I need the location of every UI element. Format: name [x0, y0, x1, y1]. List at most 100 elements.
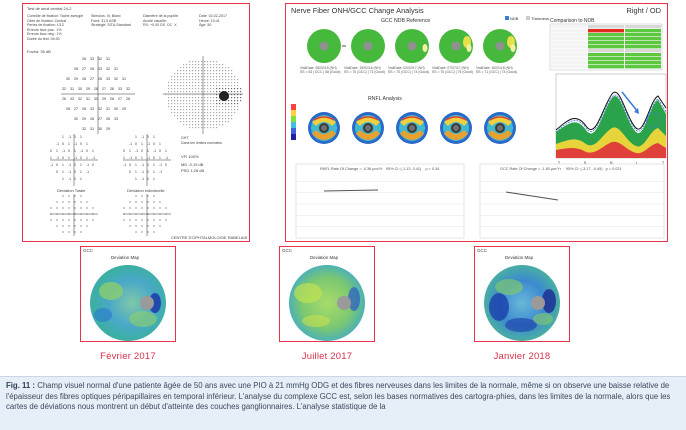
svg-text:-1: -1 — [165, 156, 168, 160]
svg-text:-1: -1 — [74, 142, 77, 146]
svg-text:-1: -1 — [147, 142, 150, 146]
figure-caption: Fig. 11 : Champ visuel normal d'une pati… — [0, 376, 686, 430]
svg-text:0: 0 — [74, 163, 76, 167]
gcc-rate-of-change-plot — [479, 163, 665, 239]
svg-text:28: 28 — [110, 97, 114, 101]
gcc-map-title: Deviation Map — [505, 255, 534, 260]
vf-footer: CENTRE D'OPHTALMOLOGIE RABELAIS — [171, 235, 248, 240]
legend-thickness: Thickness — [531, 16, 550, 21]
svg-text:T: T — [558, 161, 560, 165]
visit-note: VisitDate: 15/02/16 (NH) SS = 70 (GCC) |… — [344, 66, 385, 75]
svg-text:-1: -1 — [50, 163, 53, 167]
gcc-deviation-map-panel: GCC Deviation Map — [474, 246, 570, 342]
vf-plots: 26 33 32 31 28 27 26 33 32 31 30 29 28 27 26 33 32 31 32 31… — [50, 56, 243, 236]
svg-text:-1: -1 — [141, 163, 144, 167]
svg-text:1: 1 — [80, 170, 82, 174]
svg-text:1: 1 — [153, 177, 155, 181]
gcc-map-date-label: Février 2017 — [100, 351, 156, 362]
svg-text:28: 28 — [66, 107, 70, 111]
gcc-ndb-reference-label: GCC NDB Reference — [381, 18, 431, 24]
svg-text:27: 27 — [74, 107, 78, 111]
svg-text:1: 1 — [135, 135, 137, 139]
legend-ndb-swatch — [505, 16, 509, 20]
svg-text:27: 27 — [102, 87, 106, 91]
svg-text:-1: -1 — [159, 170, 162, 174]
gcc-map-date-label: Juillet 2017 — [301, 351, 353, 362]
svg-text:33: 33 — [114, 117, 118, 121]
gcc-deviation-map-panel: GCC Deviation Map — [80, 246, 176, 342]
vf-vfi: VFI 100% — [181, 154, 199, 159]
svg-text:26: 26 — [82, 107, 86, 111]
svg-text:-1: -1 — [56, 156, 59, 160]
svg-text:27: 27 — [82, 67, 86, 71]
legend-thickness-swatch — [526, 16, 530, 20]
svg-text:29: 29 — [86, 87, 90, 91]
svg-text:0: 0 — [147, 135, 149, 139]
visit-note: VisitDate: 07/07/17 (NH) SS = 70 (GCC) |… — [432, 66, 473, 75]
gcc-rate-stats: 95% CI: (-3.17, -0.49) p = 0.021 — [566, 167, 622, 171]
svg-text:33: 33 — [70, 97, 74, 101]
vf-stimulus-params: Stimulus: III, Blanc Fond: 31,5 ASB Stra… — [91, 14, 131, 28]
svg-text:1: 1 — [92, 149, 94, 153]
svg-text:31: 31 — [86, 97, 90, 101]
svg-text:0: 0 — [147, 177, 149, 181]
svg-text:32: 32 — [106, 67, 110, 71]
svg-text:30: 30 — [98, 127, 102, 131]
svg-text:0: 0 — [92, 163, 94, 167]
svg-text:0: 0 — [135, 156, 137, 160]
svg-text:S: S — [584, 161, 587, 165]
svg-text:1: 1 — [135, 177, 137, 181]
visit-note: VisitDate: 02/02/17 (NH) SS = 70 (GCC) |… — [388, 66, 429, 75]
visual-field-report: Test de seuil central 24-2 Contrôle de f… — [22, 3, 250, 242]
gcc-deviation-map-panel: GCC Deviation Map — [279, 246, 375, 342]
rnfl-thickness-maps — [308, 112, 516, 144]
gcc-map-title: Deviation Map — [310, 255, 339, 260]
svg-text:32: 32 — [62, 87, 66, 91]
svg-text:0: 0 — [141, 149, 143, 153]
svg-text:0: 0 — [74, 135, 76, 139]
svg-text:26: 26 — [106, 117, 110, 121]
svg-text:0: 0 — [129, 163, 131, 167]
svg-text:32: 32 — [78, 97, 82, 101]
svg-text:1: 1 — [129, 149, 131, 153]
svg-text:1: 1 — [86, 142, 88, 146]
svg-text:I: I — [636, 161, 637, 165]
svg-text:1: 1 — [153, 135, 155, 139]
svg-text:-1: -1 — [68, 170, 71, 174]
figure: Test de seuil central 24-2 Contrôle de f… — [22, 3, 668, 362]
svg-text:-1: -1 — [135, 149, 138, 153]
svg-text:1: 1 — [159, 156, 161, 160]
svg-text:26: 26 — [110, 87, 114, 91]
svg-text:-1: -1 — [62, 149, 65, 153]
vf-header: Test de seuil central 24-2 — [27, 6, 72, 11]
thickness-color-scale — [291, 104, 296, 140]
oct-title: Nerve Fiber ONH/GCC Change Analysis — [291, 6, 424, 15]
svg-text:33: 33 — [98, 67, 102, 71]
svg-text:26: 26 — [82, 57, 86, 61]
svg-text:0: 0 — [62, 142, 64, 146]
svg-text:28: 28 — [94, 87, 98, 91]
svg-text:0: 0 — [129, 170, 131, 174]
svg-text:0: 0 — [153, 142, 155, 146]
gcc-map-title: Deviation Map — [111, 255, 140, 260]
svg-text:32: 32 — [82, 127, 86, 131]
svg-text:33: 33 — [106, 77, 110, 81]
svg-text:0: 0 — [165, 163, 167, 167]
svg-text:33: 33 — [90, 57, 94, 61]
vf-pattern-deviation-numbers: 1 -1 0 1-1 0 1 -1 0 10 1 -1 0 1 -1 0 11 -1 0 1 -1 0 1 -1-1 0 1 -1… — [123, 135, 168, 181]
svg-text:32: 32 — [98, 57, 102, 61]
vf-left-params: Contrôle de fixation: Tache aveugle Cibl… — [27, 14, 84, 41]
svg-text:N: N — [610, 161, 613, 165]
svg-text:30: 30 — [78, 87, 82, 91]
gcc-corner-label: GCC — [282, 248, 292, 253]
svg-text:0: 0 — [80, 156, 82, 160]
gcc-corner-label: GCC — [477, 248, 487, 253]
visit-note: VisitDate: 08/02/15 (NH) SS = 63 | GCC |… — [300, 66, 341, 75]
gcc-map-date-label: Janvier 2018 — [493, 351, 551, 362]
svg-text:29: 29 — [122, 107, 126, 111]
svg-text:1: 1 — [165, 149, 167, 153]
svg-text:29: 29 — [82, 117, 86, 121]
comparison-to-ndb-table — [549, 23, 663, 71]
gcc-rate-text: GCC Rate Of Change = -1.83 µm/Yr — [500, 167, 562, 171]
